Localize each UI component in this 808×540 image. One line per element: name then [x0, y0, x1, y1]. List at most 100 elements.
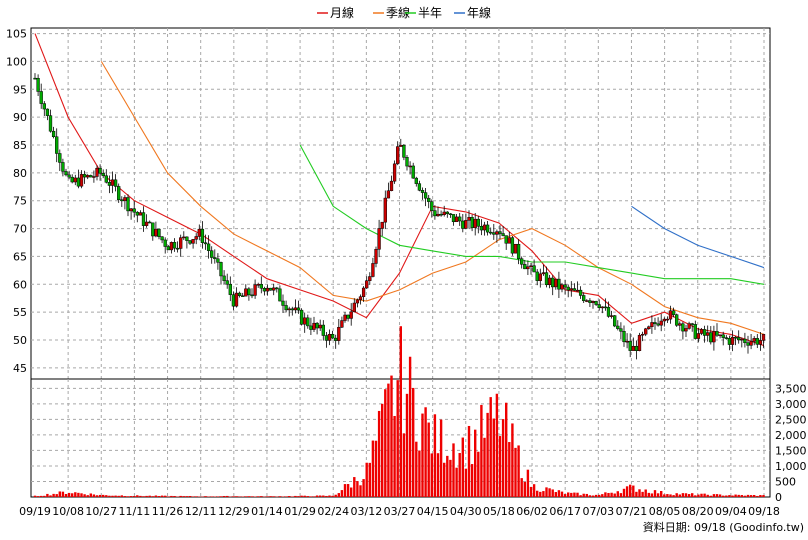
candle-body — [396, 146, 400, 165]
candlestick — [157, 228, 161, 240]
candle-body — [591, 301, 595, 303]
candle-body — [755, 338, 759, 345]
candlestick — [600, 306, 604, 314]
volume-bar — [98, 494, 102, 497]
volume-bar — [430, 453, 433, 497]
price-tick-label: 70 — [13, 223, 27, 236]
candlestick — [241, 292, 245, 297]
volume-bar — [114, 495, 117, 497]
candlestick — [107, 175, 112, 194]
candle-body — [327, 333, 332, 341]
x-tick-label: 05/18 — [483, 505, 515, 518]
candle-body — [144, 221, 149, 226]
candle-body — [448, 213, 453, 215]
volume-bar — [157, 496, 161, 497]
candle-body — [544, 272, 549, 286]
candlestick — [281, 294, 285, 314]
volume-bar — [749, 495, 753, 497]
volume-bar — [92, 494, 96, 497]
candle-body — [247, 288, 251, 296]
candlestick — [504, 235, 508, 250]
candle-body — [473, 218, 477, 228]
candle-body — [606, 306, 611, 317]
candlestick — [606, 301, 611, 318]
candlestick — [730, 330, 735, 352]
price-tick-label: 95 — [13, 83, 27, 96]
volume-bar — [40, 495, 43, 497]
candle-body — [687, 323, 691, 329]
candle-body — [445, 211, 449, 214]
volume-bar — [167, 496, 170, 497]
candle-body — [501, 233, 505, 236]
candlestick — [234, 287, 239, 308]
volume-bar — [67, 492, 71, 497]
volume-bar — [412, 387, 415, 497]
candlestick — [631, 337, 635, 351]
candle-body — [346, 314, 350, 319]
candlestick — [113, 174, 118, 192]
candlestick — [520, 256, 524, 269]
x-tick-label: 04/15 — [417, 505, 449, 518]
volume-bar — [408, 356, 412, 497]
x-tick-label: 01/14 — [251, 505, 283, 518]
volume-bar — [52, 493, 55, 497]
candlestick — [489, 227, 493, 235]
volume-bar — [331, 495, 334, 497]
volume-bar — [480, 404, 483, 497]
candlestick — [464, 213, 468, 230]
candle-body — [399, 144, 403, 147]
candle-body — [58, 153, 62, 163]
candle-body — [653, 322, 657, 325]
candle-body — [737, 337, 741, 341]
candle-body — [696, 333, 701, 339]
candle-body — [411, 165, 415, 179]
candle-body — [417, 183, 422, 191]
price-tick-label: 100 — [6, 55, 27, 68]
volume-bar — [216, 496, 220, 497]
volume-bar — [198, 496, 201, 498]
volume-bar — [244, 496, 247, 497]
volume-bar — [204, 496, 207, 497]
volume-tick-label: 1,500 — [775, 444, 807, 457]
candlestick — [445, 211, 449, 218]
volume-bar — [579, 495, 582, 497]
volume-bar — [297, 496, 300, 497]
moving-average-lines — [34, 33, 765, 347]
volume-bar — [260, 496, 263, 497]
candle-body — [175, 247, 180, 250]
volume-bar — [520, 478, 523, 497]
candlestick — [101, 169, 105, 179]
candle-body — [430, 201, 434, 211]
candlestick — [237, 291, 242, 298]
candle-body — [241, 295, 245, 297]
candle-body — [405, 157, 409, 167]
volume-bar — [319, 495, 322, 497]
candle-body — [138, 212, 143, 216]
candlestick — [585, 299, 589, 303]
candlestick — [290, 306, 294, 316]
candlestick — [461, 213, 465, 233]
volume-bar — [542, 491, 545, 497]
candlestick — [647, 325, 651, 330]
candlestick — [45, 108, 50, 121]
candlestick — [58, 149, 62, 171]
candlestick — [253, 279, 257, 299]
volume-bar — [222, 496, 226, 497]
candlestick — [392, 160, 397, 184]
candlestick — [758, 331, 763, 351]
volume-grid — [31, 379, 770, 497]
candle-body — [650, 322, 654, 327]
x-tick-label: 10/08 — [52, 505, 84, 518]
candle-body — [706, 332, 710, 336]
legend-item-quarterly: 季線 — [373, 5, 410, 20]
candlestick — [427, 195, 431, 209]
volume-bar — [33, 495, 37, 497]
x-tick-label: 08/20 — [682, 505, 714, 518]
candlestick — [86, 174, 90, 180]
candlestick — [361, 286, 366, 302]
candlestick — [473, 212, 477, 236]
candle-body — [746, 342, 750, 346]
candle-body — [371, 263, 375, 277]
legend-item-yearly: 年線 — [454, 5, 491, 20]
volume-bar — [102, 494, 105, 497]
